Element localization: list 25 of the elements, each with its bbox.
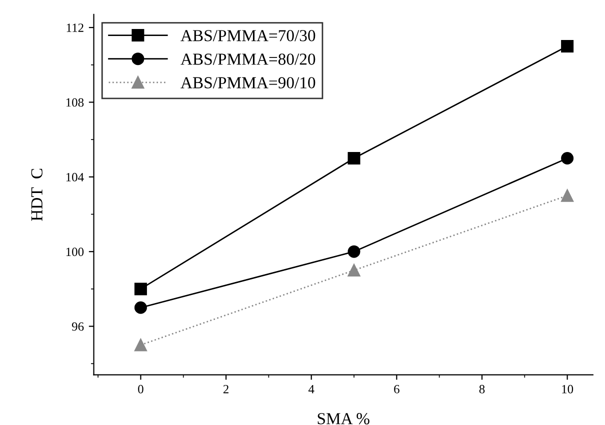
- y-tick-label: 112: [66, 24, 84, 32]
- legend-label: ABS/PMMA=70/30: [180, 30, 316, 42]
- point: [134, 338, 147, 352]
- point: [561, 152, 574, 164]
- point: [348, 264, 360, 277]
- x-tick-label: 8: [479, 384, 485, 394]
- point: [134, 301, 147, 314]
- point: [348, 245, 360, 258]
- legend-label: ABS/PMMA=80/20: [180, 54, 316, 65]
- point: [134, 282, 147, 296]
- point: [561, 40, 574, 52]
- y-tick-label: 96: [72, 322, 84, 331]
- x-tick-label: 0: [138, 384, 144, 394]
- x-tick-label: 6: [394, 384, 400, 394]
- x-axis-title: SMA %: [318, 413, 370, 424]
- y-tick-label: 108: [66, 98, 84, 107]
- legend-label: ABS/PMMA=90/10: [180, 77, 316, 88]
- x-tick-label: 4: [308, 385, 314, 394]
- point: [348, 152, 360, 164]
- y-tick-label: 100: [66, 248, 84, 256]
- x-tick-label: 10: [562, 384, 574, 394]
- y-tick-label: 104: [66, 172, 84, 182]
- x-tick-label: 2: [223, 384, 228, 394]
- y-axis-title: HDT C: [31, 168, 42, 221]
- point: [561, 189, 574, 202]
